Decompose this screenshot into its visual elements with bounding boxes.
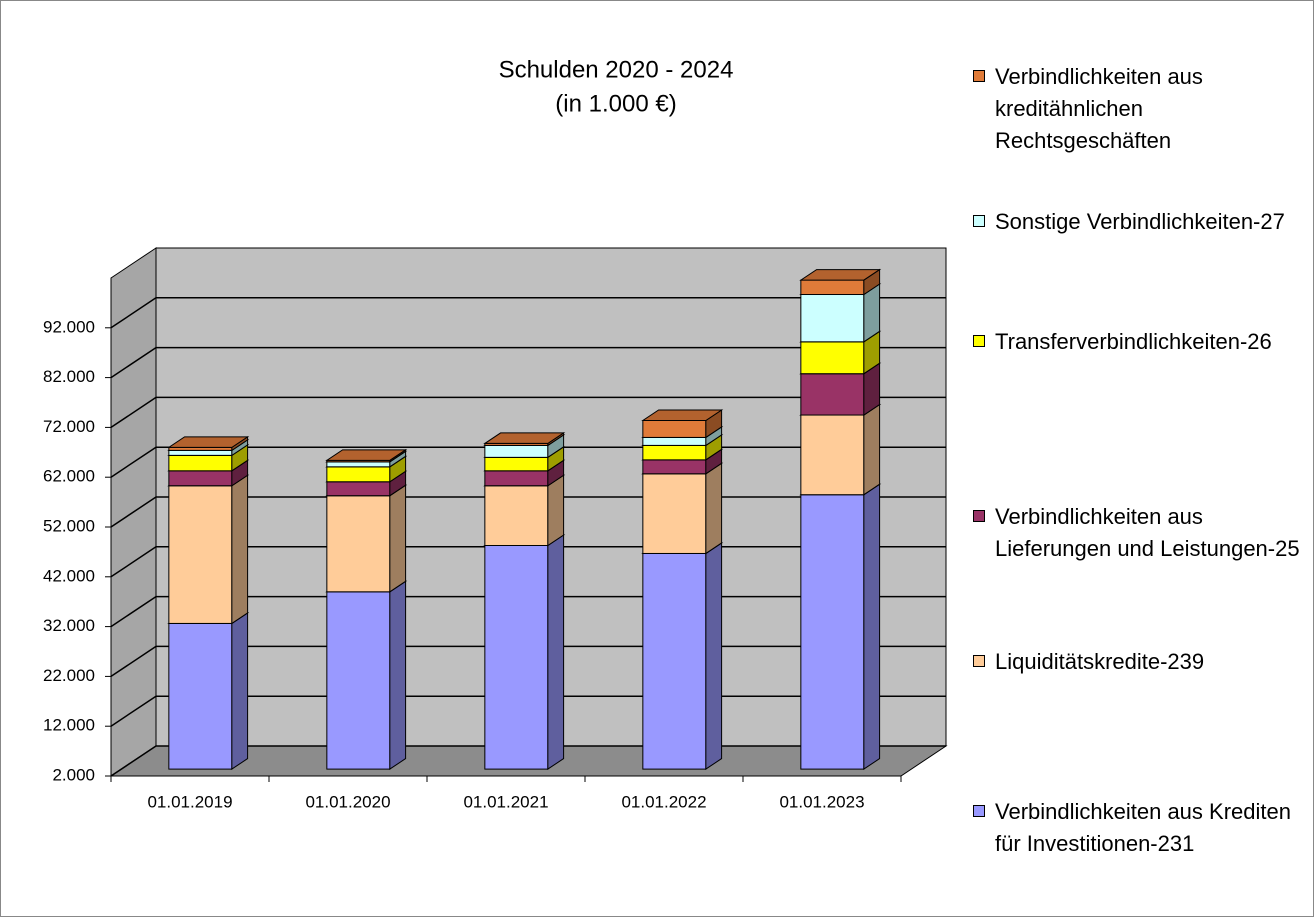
legend-label: Liquiditätskredite-239 (995, 649, 1205, 674)
bar-segment (483, 431, 566, 447)
bar-front (800, 373, 865, 416)
y-tick-label: 22.000 (43, 666, 95, 685)
bar-segment (799, 483, 882, 771)
x-tick-label: 01.01.2019 (147, 792, 232, 811)
legend-swatch (973, 335, 985, 347)
bar-front (326, 495, 391, 593)
bar-front (800, 494, 865, 770)
legend-label: Verbindlichkeiten aus Krediten für Inves… (995, 799, 1291, 856)
y-tick-label: 72.000 (43, 417, 95, 436)
legend-entry: Transferverbindlichkeiten-26 (973, 326, 1303, 358)
y-tick-label: 62.000 (43, 467, 95, 486)
bar-side (705, 462, 723, 555)
bar-front (642, 444, 707, 461)
bar-segment (325, 448, 408, 463)
bar-segment (325, 580, 408, 771)
bar-front (168, 485, 233, 624)
y-tick-label: 52.000 (43, 516, 95, 535)
bar-side (389, 580, 407, 771)
bar-segment (641, 462, 724, 555)
bar-segment (325, 484, 408, 593)
bar-side (863, 403, 881, 496)
bar-top (799, 269, 882, 281)
bar-front (168, 449, 233, 456)
bar-segment (641, 409, 724, 439)
grid-line (110, 396, 946, 429)
legend-entry: Liquiditätskredite-239 (973, 646, 1303, 678)
y-tick-label: 32.000 (43, 616, 95, 635)
bar-side (389, 484, 407, 593)
bar-front (326, 466, 391, 483)
bar-front (642, 436, 707, 446)
legend-label: Verbindlichkeiten aus Lieferungen und Le… (995, 504, 1300, 561)
bar-front (168, 470, 233, 487)
bar-top (641, 409, 724, 421)
bar-segment (167, 612, 250, 771)
legend-label: Sonstige Verbindlichkeiten-27 (995, 209, 1285, 234)
bar-front (800, 414, 865, 496)
bar-front (168, 622, 233, 770)
bar-top (167, 436, 250, 448)
bar-top (325, 449, 408, 461)
bar-front (642, 459, 707, 475)
bar-segment (799, 403, 882, 496)
y-tick-label: 92.000 (43, 317, 95, 336)
bar-segment (641, 542, 724, 771)
bar-side (231, 612, 249, 771)
y-tick-label: 12.000 (43, 716, 95, 735)
bar-front (800, 294, 865, 343)
bar-front (642, 420, 707, 438)
bar-side (231, 474, 249, 625)
legend-swatch (973, 655, 985, 667)
y-tick-label: 82.000 (43, 367, 95, 386)
grid-line (110, 297, 946, 329)
legend-entry: Sonstige Verbindlichkeiten-27 (973, 206, 1303, 238)
y-tick-label: 2.000 (52, 765, 95, 784)
bar-front (484, 456, 549, 472)
bar-segment (483, 534, 566, 771)
x-tick-label: 01.01.2020 (305, 792, 390, 811)
y-tick-label: 42.000 (43, 566, 95, 585)
bar-front (642, 473, 707, 554)
bar-top (483, 432, 566, 444)
bar-side (705, 542, 723, 771)
legend-swatch (973, 510, 985, 522)
legend-entry: Verbindlichkeiten aus Lieferungen und Le… (973, 501, 1303, 565)
bar-front (800, 279, 865, 296)
bar-front (484, 444, 549, 458)
x-tick-label: 01.01.2022 (621, 792, 706, 811)
bar-front (800, 341, 865, 375)
legend-entry: Verbindlichkeiten aus Krediten für Inves… (973, 796, 1303, 860)
legend-swatch (973, 70, 985, 82)
bar-front (484, 544, 549, 770)
x-tick-label: 01.01.2021 (463, 792, 548, 811)
bar-front (168, 454, 233, 472)
chart-subtitle: (in 1.000 €) (555, 90, 676, 117)
bar-side (547, 534, 565, 771)
bar-front (326, 481, 391, 497)
bar-side (547, 474, 565, 547)
bar-front (484, 470, 549, 487)
chart-title: Schulden 2020 - 2024 (499, 56, 734, 83)
legend-label: Transferverbindlichkeiten-26 (995, 329, 1272, 354)
bar-front (642, 552, 707, 770)
legend-swatch (973, 215, 985, 227)
bar-segment (167, 474, 250, 625)
legend-swatch (973, 805, 985, 817)
bar-front (326, 591, 391, 770)
grid-line (110, 346, 946, 379)
bar-front (326, 461, 391, 468)
bar-front (484, 485, 549, 546)
bar-segment (167, 435, 250, 452)
legend-label: Verbindlichkeiten aus kreditähnlichen Re… (995, 64, 1203, 153)
x-tick-label: 01.01.2023 (779, 792, 864, 811)
bar-side (863, 483, 881, 771)
bar-segment (799, 268, 882, 296)
legend-entry: Verbindlichkeiten aus kreditähnlichen Re… (973, 61, 1303, 157)
